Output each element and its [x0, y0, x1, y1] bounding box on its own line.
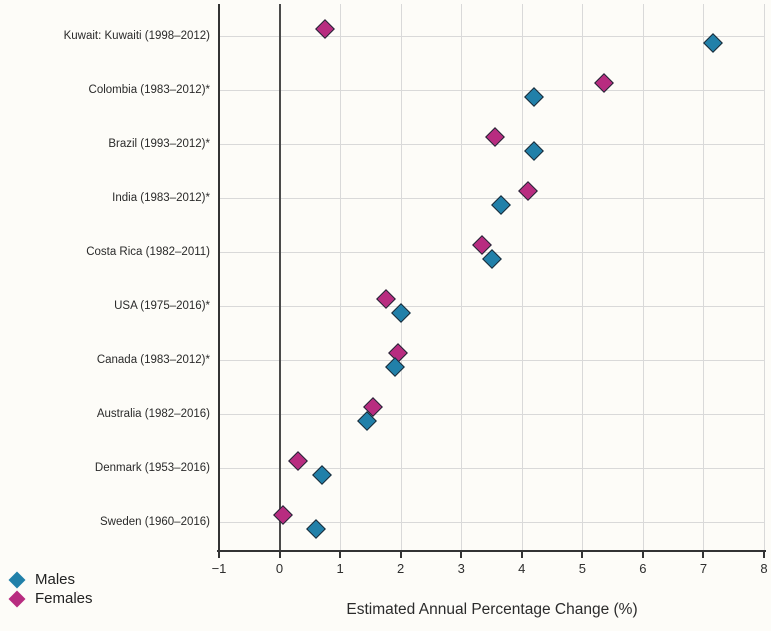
- x-tick: [763, 551, 765, 558]
- y-gridline: [219, 522, 764, 523]
- x-tick: [520, 551, 523, 558]
- category-label: Brazil (1993–2012)*: [108, 138, 210, 150]
- males-diamond-icon: [8, 571, 26, 588]
- y-gridline: [219, 360, 764, 361]
- females-diamond-icon: [8, 590, 26, 607]
- x-gridline: [764, 4, 765, 550]
- category-label: Australia (1982–2016): [96, 408, 210, 420]
- x-gridline: [642, 4, 644, 550]
- category-label: India (1983–2012)*: [112, 192, 210, 204]
- y-gridline: [219, 414, 764, 415]
- category-label: Denmark (1953–2016): [94, 462, 210, 474]
- legend-item-females: Females: [8, 589, 93, 608]
- x-gridline: [461, 4, 463, 550]
- x-tick: [702, 551, 705, 558]
- x-tick-label: 8: [760, 561, 768, 576]
- x-axis-title: Estimated Annual Percentage Change (%): [346, 601, 638, 618]
- y-gridline: [219, 144, 764, 145]
- x-tick: [339, 551, 342, 558]
- x-tick-label: 1: [336, 561, 344, 576]
- x-tick-label: 0: [275, 561, 284, 576]
- x-gridline: [340, 4, 342, 550]
- category-label: Sweden (1960–2016): [100, 516, 210, 528]
- x-tick: [641, 551, 644, 558]
- y-gridline: [219, 198, 764, 199]
- legend-item-males: Males: [8, 570, 93, 589]
- x-tick-label: 6: [639, 561, 647, 576]
- zero-line: [278, 4, 281, 550]
- x-gridline: [703, 4, 705, 550]
- x-tick: [399, 551, 402, 558]
- x-tick-label: 5: [578, 561, 586, 576]
- x-tick: [278, 551, 281, 558]
- x-tick: [218, 551, 220, 558]
- y-gridline: [219, 306, 764, 307]
- x-gridline: [400, 4, 402, 550]
- x-tick: [460, 551, 463, 558]
- x-tick-label: 7: [699, 561, 708, 576]
- y-gridline: [219, 90, 764, 91]
- category-label: USA (1975–2016)*: [114, 300, 210, 312]
- x-gridline: [521, 4, 523, 550]
- x-tick-label: −1: [211, 561, 227, 576]
- x-tick-label: 3: [457, 561, 465, 576]
- legend: Males Females: [8, 570, 93, 608]
- x-tick-label: 4: [518, 561, 526, 576]
- category-label: Kuwait: Kuwaiti (1998–2012): [63, 30, 210, 42]
- category-label: Costa Rica (1982–2011): [86, 246, 210, 258]
- y-gridline: [219, 36, 764, 37]
- category-label: Colombia (1983–2012)*: [88, 84, 210, 96]
- x-tick: [581, 551, 584, 558]
- y-gridline: [219, 468, 764, 469]
- legend-label-females: Females: [35, 590, 93, 607]
- x-gridline: [582, 4, 584, 550]
- x-tick-label: 2: [397, 561, 405, 576]
- category-label: Canada (1983–2012)*: [96, 354, 210, 366]
- y-axis-line: [218, 4, 220, 552]
- legend-label-males: Males: [35, 571, 76, 588]
- x-axis-line: [217, 550, 766, 552]
